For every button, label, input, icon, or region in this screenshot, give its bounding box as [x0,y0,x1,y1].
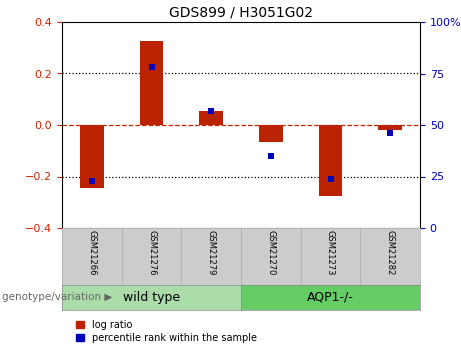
Text: AQP1-/-: AQP1-/- [307,291,354,304]
Text: GSM21270: GSM21270 [266,230,275,275]
Bar [259,125,283,142]
Bar [140,41,164,125]
Legend: log ratio, percentile rank within the sample: log ratio, percentile rank within the sa… [76,320,257,343]
Text: wild type: wild type [123,291,180,304]
Text: GSM21279: GSM21279 [207,230,216,275]
Text: GSM21282: GSM21282 [386,230,395,275]
Text: GSM21276: GSM21276 [147,230,156,275]
Title: GDS899 / H3051G02: GDS899 / H3051G02 [169,6,313,19]
Bar [199,111,223,125]
Text: genotype/variation ▶: genotype/variation ▶ [2,292,112,302]
Bar [378,125,402,130]
Text: GSM21266: GSM21266 [87,230,96,275]
Text: GSM21273: GSM21273 [326,230,335,275]
Bar [80,125,104,188]
Bar [319,125,343,196]
